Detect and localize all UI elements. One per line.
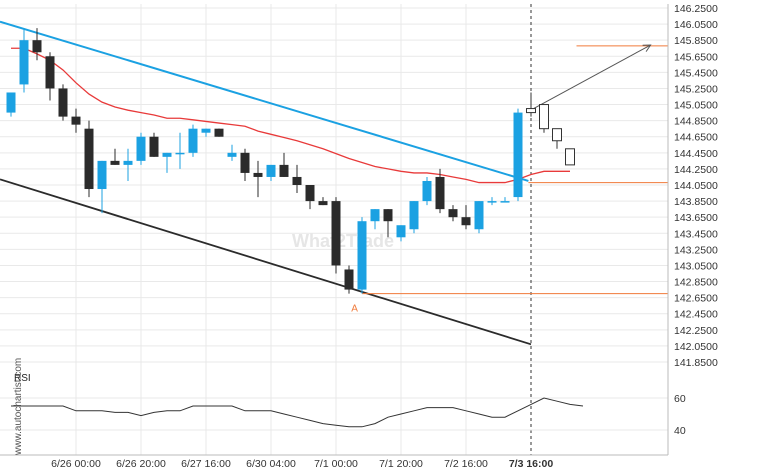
y-tick-label: 143.8500	[674, 196, 718, 208]
rsi-line	[11, 397, 584, 428]
candle-body	[45, 56, 55, 89]
moving-average-line	[11, 47, 570, 184]
rsi-tick-label: 40	[674, 425, 686, 437]
candle-body	[32, 40, 42, 53]
x-tick-label: 7/1 20:00	[379, 458, 423, 470]
candle-body	[266, 164, 276, 177]
candle-body	[97, 160, 107, 190]
candle-body	[305, 185, 315, 202]
y-tick-label: 143.0500	[674, 260, 718, 272]
candle-body	[110, 160, 120, 165]
axes: 146.2500 146.0500 145.8500 145.6500 145.4500…	[0, 3, 718, 470]
channel-top-line	[0, 20, 529, 182]
x-tick-label: 6/27 16:00	[181, 458, 231, 470]
y-tick-label: 142.2500	[674, 325, 718, 337]
candle-body	[461, 217, 471, 226]
candle-body	[409, 201, 419, 230]
y-tick-label: 144.8500	[674, 116, 718, 128]
candle-body	[240, 152, 250, 173]
y-tick-label: 142.8500	[674, 277, 718, 289]
y-tick-label: 142.4500	[674, 309, 718, 321]
candle-body	[565, 148, 575, 166]
candle-body	[58, 88, 68, 117]
candle-body	[162, 152, 172, 157]
point-a-label: A	[351, 304, 358, 315]
rsi-tick-label: 60	[674, 393, 686, 405]
y-tick-label: 143.6500	[674, 212, 718, 224]
candle-body	[370, 209, 380, 222]
candle-body	[474, 201, 484, 230]
x-tick-label: 7/3 16:00	[509, 458, 554, 470]
y-tick-label: 142.6500	[674, 293, 718, 305]
y-tick-label: 143.4500	[674, 228, 718, 240]
candle-body	[422, 180, 432, 202]
candle-body	[188, 128, 198, 153]
candle-body	[435, 176, 445, 210]
x-tick-label: 7/2 16:00	[444, 458, 488, 470]
candle-body	[539, 104, 549, 130]
trend-overlays	[0, 20, 668, 346]
candle-body	[552, 128, 562, 142]
candle-body	[487, 201, 497, 203]
rsi-panel: 60 40	[0, 393, 686, 437]
y-tick-label: 146.0500	[674, 19, 718, 31]
y-tick-label: 145.4500	[674, 67, 718, 79]
candle-body	[253, 172, 263, 177]
x-tick-label: 7/1 00:00	[314, 458, 358, 470]
x-tick-label: 6/30 04:00	[246, 458, 296, 470]
candle-body	[136, 136, 146, 161]
candle-body	[331, 201, 341, 266]
candle-body	[448, 209, 458, 218]
candle-body	[123, 160, 133, 165]
candle-body	[6, 92, 16, 113]
y-tick-label: 145.8500	[674, 35, 718, 47]
watermark-text: What2Trade	[292, 231, 394, 251]
candle-body	[344, 269, 354, 290]
y-tick-label: 145.6500	[674, 51, 718, 63]
y-tick-label: 144.6500	[674, 132, 718, 144]
candle-body	[19, 40, 29, 85]
y-tick-label: 143.2500	[674, 244, 718, 256]
y-tick-label: 144.4500	[674, 148, 718, 160]
candle-body	[357, 221, 367, 290]
candle-body	[201, 128, 211, 133]
x-tick-label: 6/26 20:00	[116, 458, 166, 470]
candle-body	[292, 176, 302, 185]
candle-body	[71, 116, 81, 125]
y-tick-label: 144.2500	[674, 164, 718, 176]
candle-body	[526, 108, 536, 114]
y-tick-label: 144.0500	[674, 180, 718, 192]
candle-body	[513, 112, 523, 198]
candle-body	[227, 152, 237, 157]
rsi-label: RSI	[14, 373, 31, 384]
candle-body	[318, 201, 328, 206]
y-tick-label: 145.0500	[674, 100, 718, 112]
y-tick-label: 142.0500	[674, 341, 718, 353]
y-tick-label: 141.8500	[674, 357, 718, 369]
candle-body	[383, 209, 393, 222]
candle-body	[84, 128, 94, 190]
y-tick-label: 145.2500	[674, 83, 718, 95]
candle-body	[500, 201, 510, 203]
side-watermark: www.autochartist.com	[13, 358, 24, 456]
channel-bottom-line	[0, 178, 532, 346]
candle-body	[279, 164, 289, 177]
forecast-arrow-line	[533, 44, 651, 110]
candle-body	[214, 128, 224, 137]
x-tick-label: 6/26 00:00	[51, 458, 101, 470]
candlesticks	[6, 28, 575, 294]
candle-body	[396, 225, 406, 238]
candle-body	[175, 152, 185, 155]
y-tick-label: 146.2500	[674, 3, 718, 15]
candle-body	[149, 136, 159, 157]
forecast-arrow-head	[642, 44, 652, 52]
